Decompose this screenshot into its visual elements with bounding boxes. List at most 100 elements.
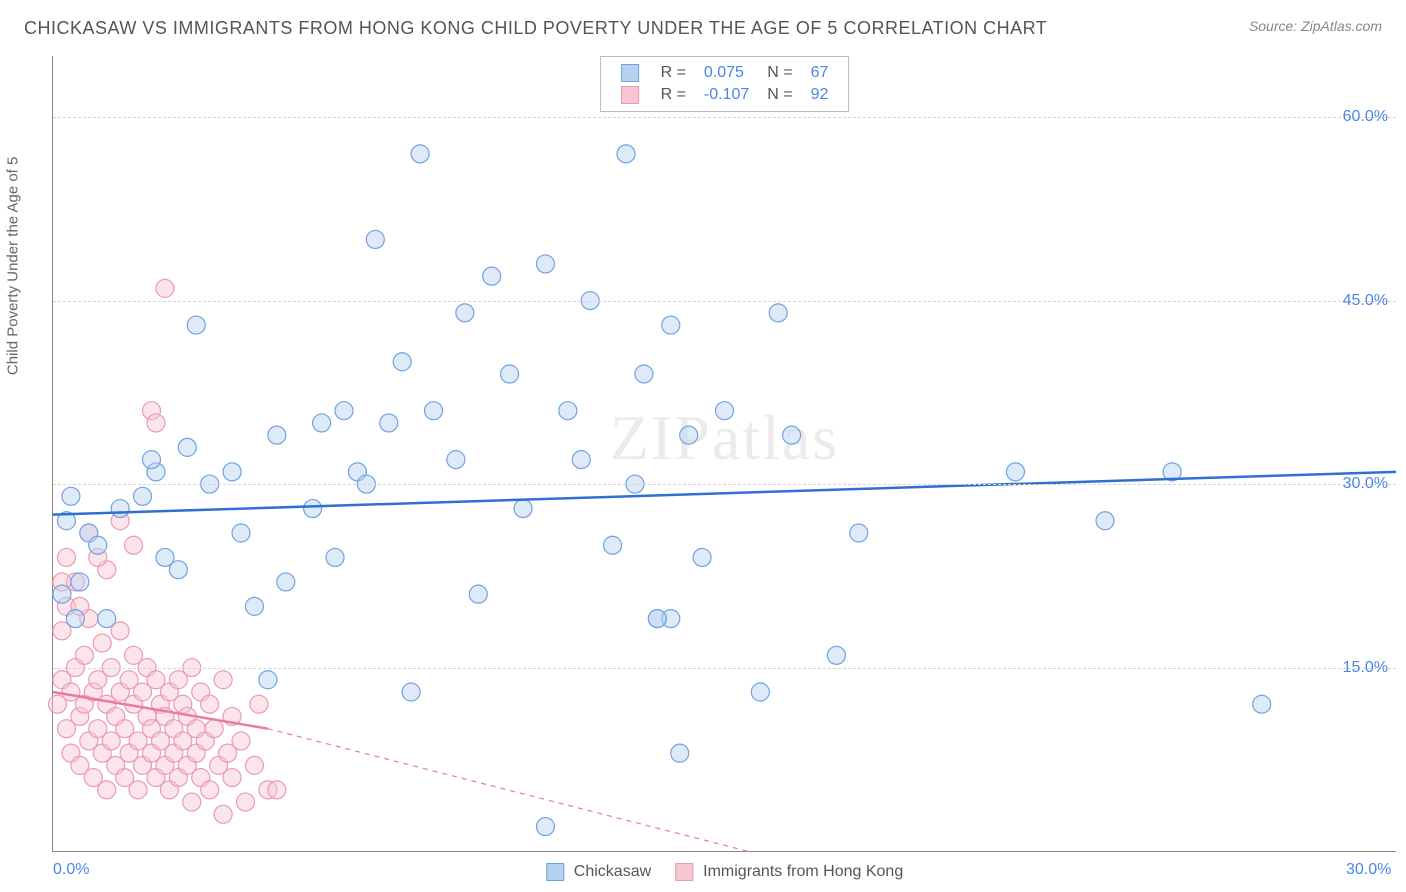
data-point bbox=[129, 781, 147, 799]
legend-swatch bbox=[675, 863, 693, 881]
legend-item: Chickasaw bbox=[546, 863, 651, 881]
data-point bbox=[648, 610, 666, 628]
data-point bbox=[259, 671, 277, 689]
data-point bbox=[232, 732, 250, 750]
y-tick-label: 30.0% bbox=[1343, 475, 1388, 493]
data-point bbox=[201, 781, 219, 799]
r-value: 0.075 bbox=[696, 63, 757, 83]
data-point bbox=[393, 353, 411, 371]
data-point bbox=[214, 805, 232, 823]
gridline bbox=[53, 117, 1396, 118]
data-point bbox=[469, 585, 487, 603]
data-point bbox=[53, 585, 71, 603]
data-point bbox=[232, 524, 250, 542]
legend-item: Immigrants from Hong Kong bbox=[675, 863, 903, 881]
data-point bbox=[850, 524, 868, 542]
data-point bbox=[205, 720, 223, 738]
y-tick-label: 60.0% bbox=[1343, 108, 1388, 126]
data-point bbox=[483, 267, 501, 285]
legend-swatch bbox=[546, 863, 564, 881]
correlation-row: R =0.075N =67 bbox=[613, 63, 837, 83]
data-point bbox=[268, 781, 286, 799]
correlation-legend: R =0.075N =67R =-0.107N =92 bbox=[600, 56, 850, 112]
data-point bbox=[268, 426, 286, 444]
data-point bbox=[66, 610, 84, 628]
data-point bbox=[447, 451, 465, 469]
data-point bbox=[1006, 463, 1024, 481]
data-point bbox=[223, 769, 241, 787]
data-point bbox=[57, 548, 75, 566]
data-point bbox=[201, 695, 219, 713]
correlation-table: R =0.075N =67R =-0.107N =92 bbox=[611, 61, 839, 107]
y-axis-label: Child Poverty Under the Age of 5 bbox=[5, 156, 22, 374]
data-point bbox=[111, 500, 129, 518]
series-legend: Chickasaw Immigrants from Hong Kong bbox=[546, 863, 903, 881]
r-prefix: R = bbox=[653, 63, 694, 83]
data-point bbox=[514, 500, 532, 518]
data-point bbox=[456, 304, 474, 322]
data-point bbox=[693, 548, 711, 566]
data-point bbox=[716, 402, 734, 420]
data-point bbox=[223, 463, 241, 481]
n-value: 67 bbox=[803, 63, 837, 83]
legend-label: Chickasaw bbox=[574, 863, 651, 881]
data-point bbox=[250, 695, 268, 713]
data-point bbox=[183, 793, 201, 811]
data-point bbox=[236, 793, 254, 811]
data-point bbox=[313, 414, 331, 432]
trend-line bbox=[53, 472, 1396, 515]
chart-plot-area: Child Poverty Under the Age of 5 ZIPatla… bbox=[52, 56, 1396, 852]
data-point bbox=[89, 536, 107, 554]
data-point bbox=[680, 426, 698, 444]
n-prefix: N = bbox=[759, 85, 800, 105]
data-point bbox=[1096, 512, 1114, 530]
data-point bbox=[769, 304, 787, 322]
data-point bbox=[380, 414, 398, 432]
data-point bbox=[245, 756, 263, 774]
data-point bbox=[617, 145, 635, 163]
data-point bbox=[277, 573, 295, 591]
gridline bbox=[53, 301, 1396, 302]
data-point bbox=[169, 561, 187, 579]
data-point bbox=[536, 255, 554, 273]
data-point bbox=[142, 451, 160, 469]
data-point bbox=[75, 646, 93, 664]
data-point bbox=[501, 365, 519, 383]
data-point bbox=[572, 451, 590, 469]
chart-source: Source: ZipAtlas.com bbox=[1249, 18, 1382, 34]
data-point bbox=[147, 414, 165, 432]
data-point bbox=[125, 536, 143, 554]
data-point bbox=[1253, 695, 1271, 713]
data-point bbox=[326, 548, 344, 566]
data-point bbox=[178, 438, 196, 456]
gridline bbox=[53, 668, 1396, 669]
data-point bbox=[751, 683, 769, 701]
chart-header: CHICKASAW VS IMMIGRANTS FROM HONG KONG C… bbox=[0, 0, 1406, 49]
legend-swatch bbox=[621, 86, 639, 104]
r-prefix: R = bbox=[653, 85, 694, 105]
correlation-row: R =-0.107N =92 bbox=[613, 85, 837, 105]
data-point bbox=[304, 500, 322, 518]
data-point bbox=[635, 365, 653, 383]
data-point bbox=[662, 316, 680, 334]
x-tick-label: 30.0% bbox=[1346, 861, 1391, 879]
data-point bbox=[827, 646, 845, 664]
legend-label: Immigrants from Hong Kong bbox=[703, 863, 903, 881]
data-point bbox=[62, 487, 80, 505]
data-point bbox=[425, 402, 443, 420]
chart-title: CHICKASAW VS IMMIGRANTS FROM HONG KONG C… bbox=[24, 18, 1047, 39]
data-point bbox=[402, 683, 420, 701]
data-point bbox=[671, 744, 689, 762]
data-point bbox=[604, 536, 622, 554]
data-point bbox=[245, 597, 263, 615]
n-prefix: N = bbox=[759, 63, 800, 83]
data-point bbox=[536, 818, 554, 836]
y-tick-label: 45.0% bbox=[1343, 292, 1388, 310]
r-value: -0.107 bbox=[696, 85, 757, 105]
data-point bbox=[98, 781, 116, 799]
x-tick-label: 0.0% bbox=[53, 861, 89, 879]
data-point bbox=[98, 610, 116, 628]
data-point bbox=[783, 426, 801, 444]
data-point bbox=[366, 230, 384, 248]
data-point bbox=[93, 634, 111, 652]
